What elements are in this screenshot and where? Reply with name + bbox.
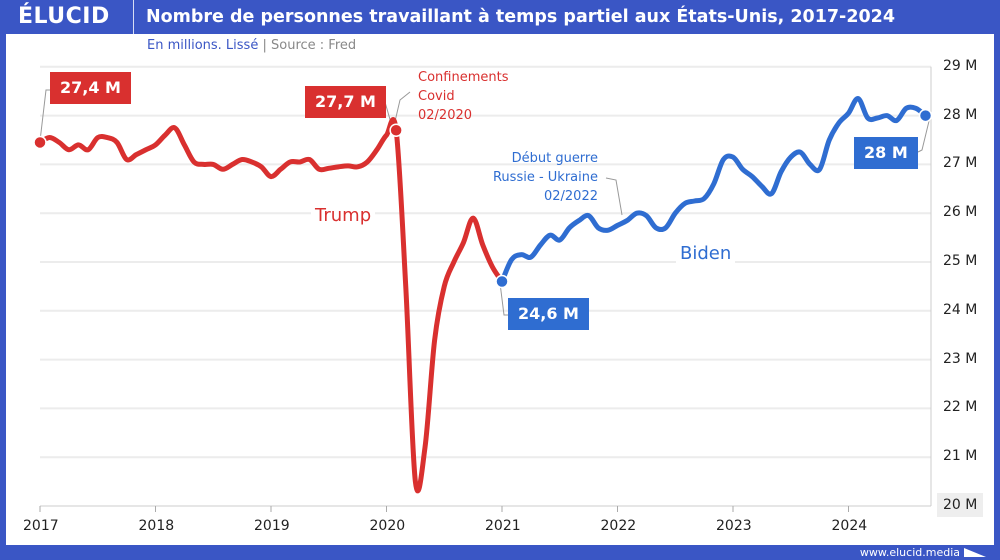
leader-line (605, 177, 623, 216)
leader-line (917, 116, 931, 153)
elucid-flag-icon (964, 548, 986, 557)
start-value-label: 27,4 M (50, 72, 131, 104)
x-tick-label: 2019 (254, 518, 290, 534)
war-annotation-line: 02/2022 (543, 189, 598, 204)
war-annotation: Début guerre Russie - Ukraine 02/2022 (470, 149, 598, 206)
x-tick-label: 2023 (716, 518, 752, 534)
covid-annotation-line: 02/2020 (418, 108, 473, 123)
chart-panel (6, 34, 994, 545)
end-value-label: 28 M (854, 137, 918, 169)
covid-annotation-line: Confinements (418, 70, 509, 85)
war-annotation-line: Début guerre (511, 151, 598, 166)
biden-period-label: Biden (676, 243, 736, 264)
biden-start-value-label: 24,6 M (508, 298, 589, 330)
covid-point (389, 123, 403, 137)
header-separator (133, 0, 134, 34)
x-tick-label: 2024 (831, 518, 868, 534)
elucid-logo: ÉLUCID (18, 4, 110, 29)
covid-annotation: Confinements Covid 02/2020 (418, 68, 508, 125)
y-tick-label: 29 M (943, 57, 978, 74)
website-url: www.elucid.media (859, 546, 960, 559)
header-bar: ÉLUCID Nombre de personnes travaillant à… (0, 0, 1000, 34)
trump-period-label: Trump (311, 205, 376, 226)
y-tick-label: 25 M (943, 253, 978, 269)
war-annotation-line: Russie - Ukraine (492, 170, 598, 185)
unit-note: En millions. Lissé (147, 38, 259, 53)
source-note: Source : Fred (271, 38, 357, 53)
covid-annotation-line: Covid (418, 89, 455, 104)
y-tick-label: 23 M (943, 350, 978, 367)
series-line-trump (37, 117, 505, 494)
covid-value-label: 27,7 M (305, 86, 386, 118)
leader-line (39, 89, 50, 142)
x-tick-label: 2022 (600, 518, 637, 534)
end-point (918, 108, 933, 123)
y-tick-label: 21 M (943, 448, 978, 465)
biden-start-point (495, 274, 509, 289)
leader-line (499, 282, 508, 316)
y-tick-label: 28 M (943, 106, 978, 123)
chart-title: Nombre de personnes travaillant à temps … (146, 7, 896, 27)
series-line-biden (499, 96, 928, 285)
x-tick-label: 2020 (369, 518, 406, 534)
y-tick-label: 24 M (943, 301, 978, 318)
x-tick-label: 2017 (23, 518, 59, 534)
chart-subtitle: En millions. Lissé | Source : Fred (147, 38, 356, 53)
y-tick-label: 22 M (943, 399, 978, 416)
y-tick-label: 26 M (943, 204, 978, 221)
y-tick-label: 20 M (937, 493, 984, 517)
y-tick-label: 27 M (943, 155, 978, 172)
x-tick-label: 2018 (138, 518, 175, 534)
subtitle-separator: | (262, 38, 267, 53)
x-tick-label: 2021 (485, 518, 521, 534)
start-point (33, 135, 47, 150)
